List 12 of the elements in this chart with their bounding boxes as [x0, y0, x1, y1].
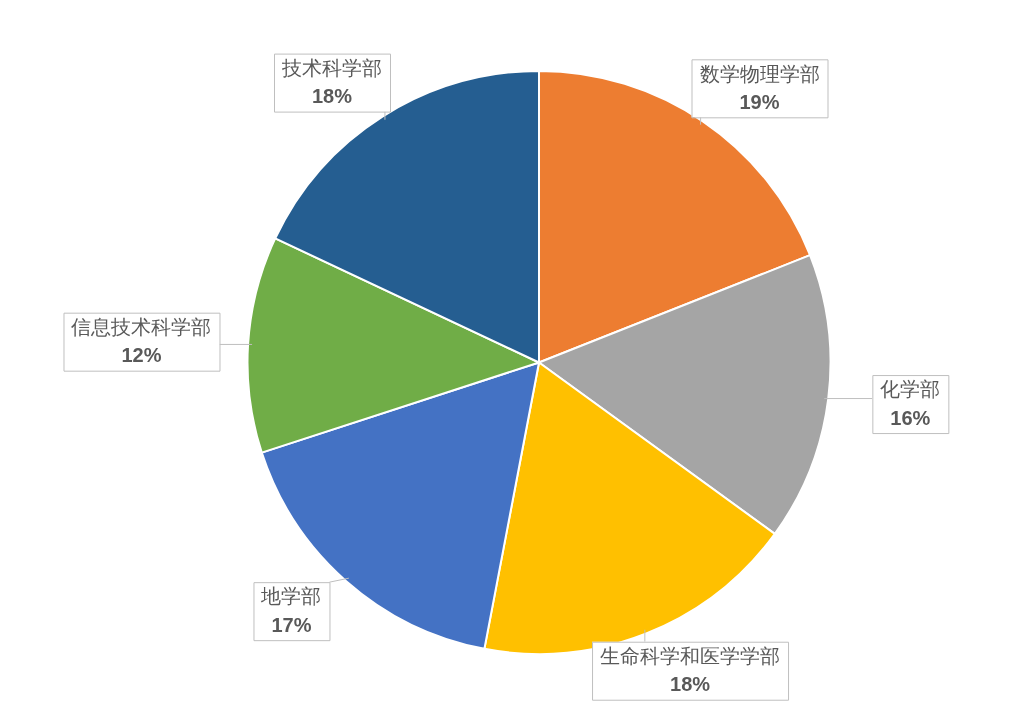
- slice-label: 信息技术科学部: [71, 314, 212, 339]
- slice-label: 技术科学部: [281, 55, 383, 80]
- data-label: 16%: [890, 406, 931, 429]
- slice-label: 化学部: [880, 377, 941, 402]
- data-label: 18%: [670, 673, 711, 696]
- data-label: 12%: [121, 344, 162, 367]
- data-label: 19%: [739, 90, 780, 113]
- slice-label: 数学物理学部: [699, 61, 820, 86]
- data-label: 17%: [271, 613, 312, 636]
- slice-label: 生命科学和医学学部: [600, 643, 781, 668]
- slice-label: 地学部: [260, 584, 322, 609]
- data-label: 18%: [311, 85, 353, 108]
